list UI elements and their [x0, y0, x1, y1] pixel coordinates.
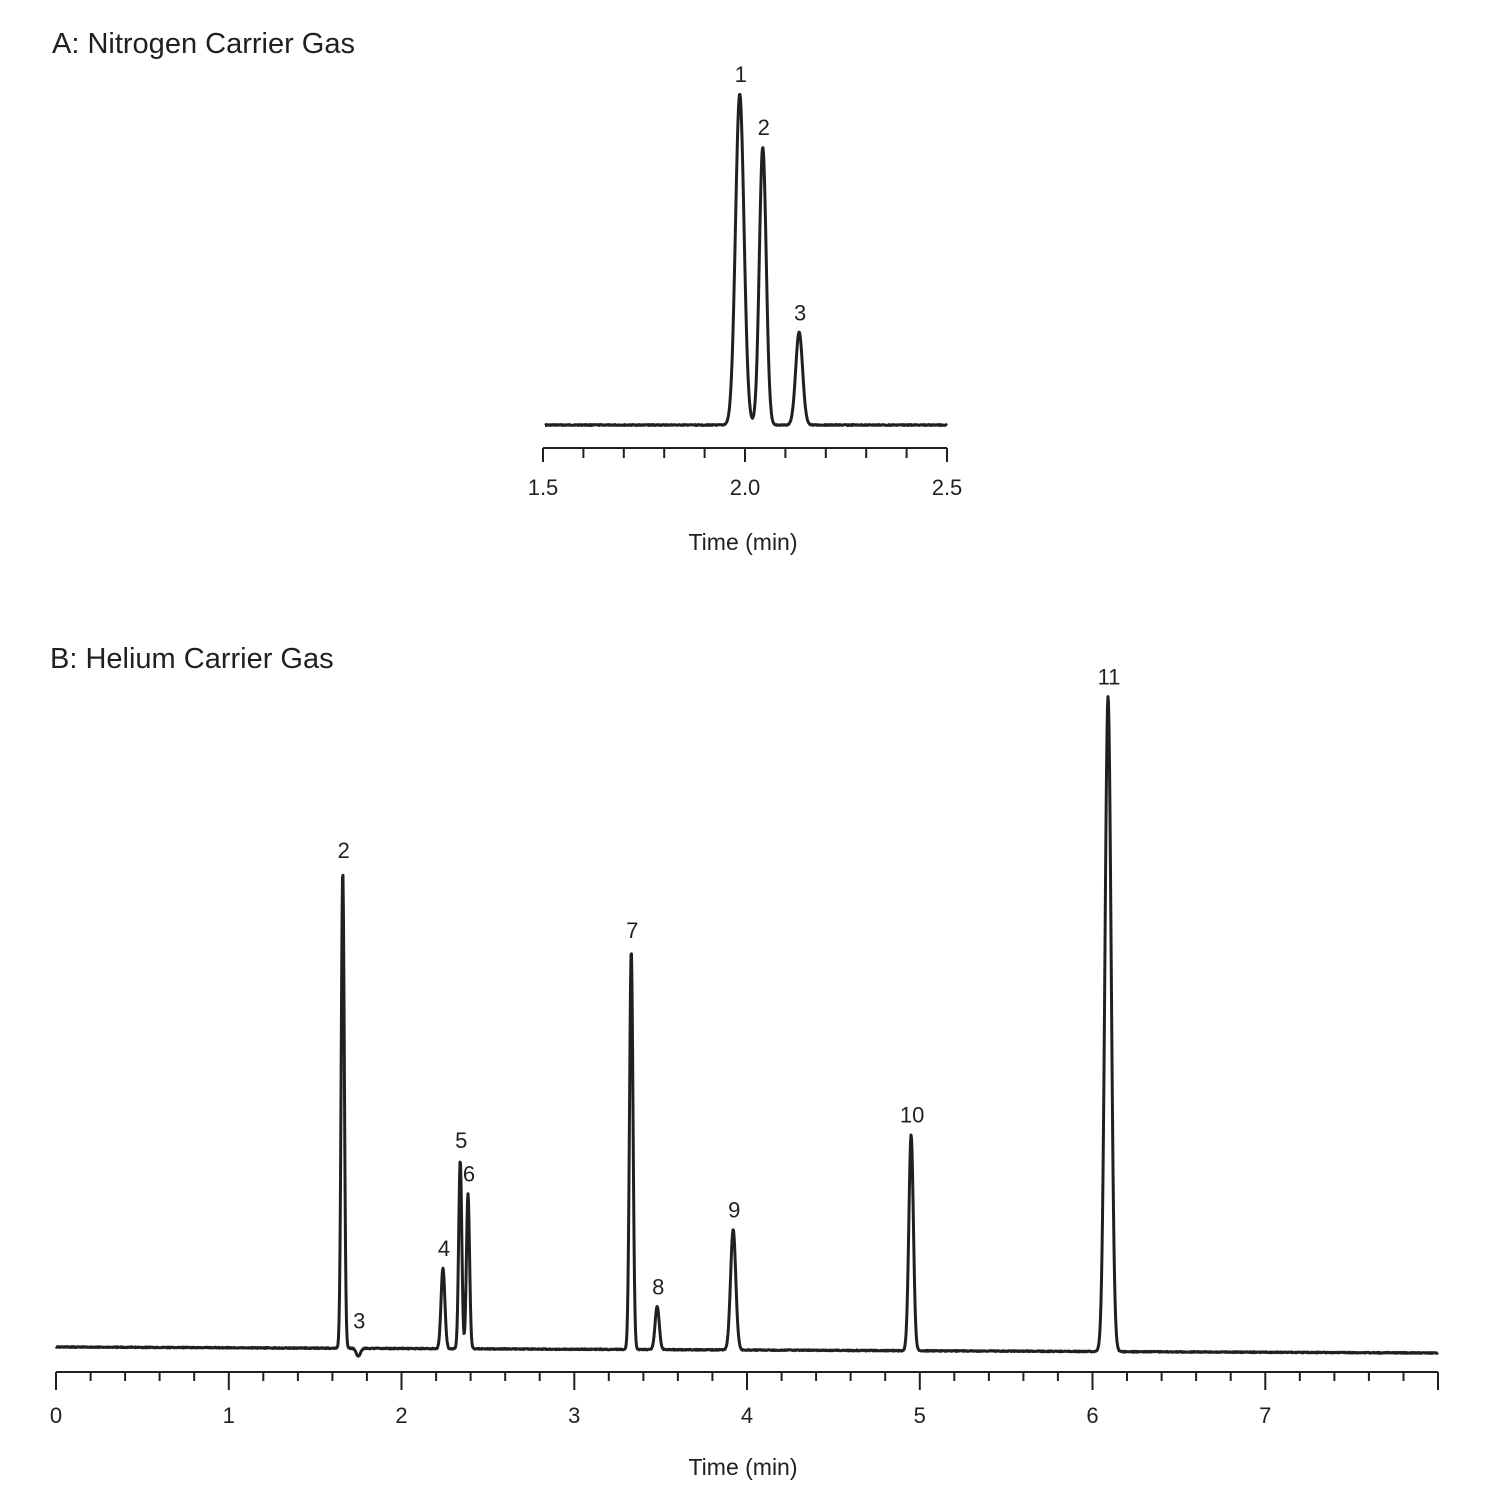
- peak-label-9: 9: [728, 1197, 740, 1222]
- peak-label-2: 2: [338, 838, 350, 863]
- x-tick-label: 7: [1259, 1403, 1271, 1428]
- peak-label-6: 6: [463, 1162, 475, 1187]
- x-tick-label: 2.5: [932, 475, 963, 500]
- x-tick-label: 4: [741, 1403, 753, 1428]
- peak-label-5: 5: [455, 1128, 467, 1153]
- chart-b-trace: [54, 695, 1439, 1358]
- chart-b-ticks: 0 1 2 3 4 5 6 7: [50, 1372, 1439, 1428]
- peak-label-1: 1: [735, 62, 747, 87]
- peak-label-3: 3: [794, 300, 806, 325]
- x-tick-label: 2: [395, 1403, 407, 1428]
- chart-b-x-axis-title: Time (min): [688, 1454, 797, 1480]
- x-tick-label: 5: [914, 1403, 926, 1428]
- x-tick-label: 6: [1086, 1403, 1098, 1428]
- x-tick-label: 0: [50, 1403, 62, 1428]
- chart-a-title: A: Nitrogen Carrier Gas: [52, 28, 355, 60]
- x-tick-label: 2.0: [730, 475, 761, 500]
- peak-label-2: 2: [758, 115, 770, 140]
- peak-label-3: 3: [353, 1308, 365, 1333]
- chart-a-nitrogen: 1 2 3 1.5 2.0 2.5 Time (min): [528, 62, 963, 555]
- x-tick-label: 3: [568, 1403, 580, 1428]
- chart-a-peak-labels: 1 2 3: [735, 62, 807, 325]
- x-tick-label: 1: [223, 1403, 235, 1428]
- chart-b-title: B: Helium Carrier Gas: [50, 643, 334, 675]
- chart-a-trace: [544, 93, 948, 427]
- chart-b-peak-labels: 2 3 4 5 6 7 8 9 10 11: [338, 665, 1121, 1334]
- chart-a-x-axis-title: Time (min): [688, 529, 797, 555]
- peak-label-10: 10: [900, 1103, 924, 1128]
- peak-label-11: 11: [1098, 665, 1121, 690]
- peak-label-8: 8: [652, 1274, 664, 1299]
- chart-a-ticks: 1.5 2.0 2.5: [528, 448, 963, 500]
- x-tick-label: 1.5: [528, 475, 559, 500]
- peak-label-7: 7: [626, 918, 638, 943]
- peak-label-4: 4: [438, 1236, 450, 1261]
- chart-b-helium: 2 3 4 5 6 7 8 9 10 11 0 1 2 3 4 5 6 7 Time (min): [50, 665, 1439, 1480]
